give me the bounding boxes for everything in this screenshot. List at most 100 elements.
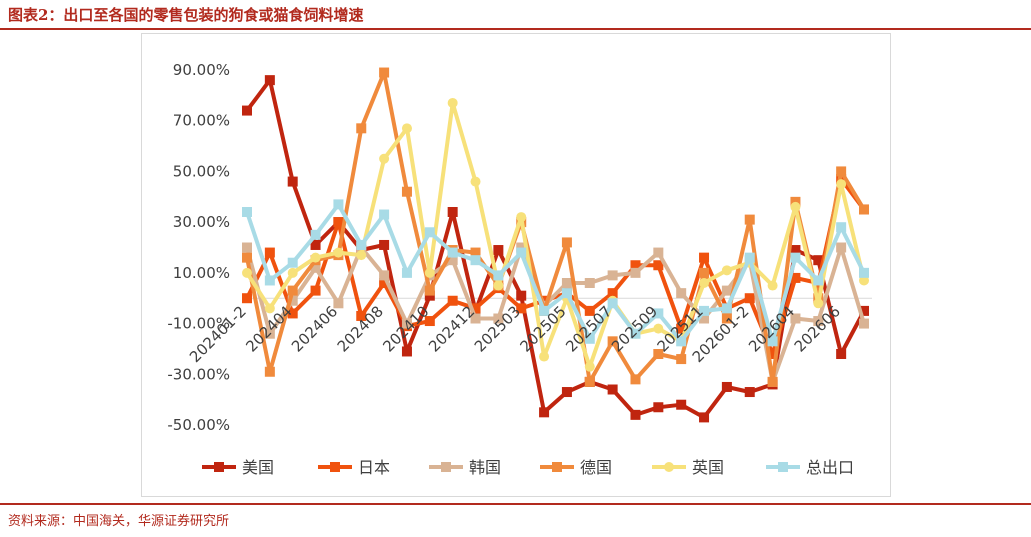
data-point — [379, 239, 390, 250]
data-point — [310, 239, 321, 250]
data-point — [447, 247, 458, 258]
data-point — [242, 207, 252, 217]
data-point — [653, 260, 664, 271]
legend-marker — [664, 462, 674, 472]
data-point — [333, 199, 344, 210]
data-point — [813, 316, 824, 327]
source-note: 资料来源：中国海关，华源证券研究所 — [8, 514, 230, 529]
data-point — [264, 303, 275, 314]
data-point — [310, 262, 321, 273]
data-point — [859, 267, 869, 278]
data-point — [493, 280, 504, 291]
data-point — [630, 409, 641, 420]
data-point — [699, 313, 710, 324]
data-point — [699, 412, 710, 423]
data-point — [676, 336, 687, 347]
data-point — [561, 237, 572, 248]
data-point — [242, 242, 252, 253]
data-point — [516, 290, 527, 301]
data-point — [287, 176, 298, 187]
data-point — [653, 349, 664, 359]
data-point — [493, 313, 504, 324]
top-divider — [0, 28, 1031, 30]
legend-label: 总出口 — [806, 458, 854, 477]
data-point — [790, 313, 801, 324]
data-point — [470, 247, 481, 258]
line-chart: -50.00% -30.00% -10.00% 10.00% 30.00% 50.00% 7… — [167, 61, 872, 477]
data-point — [630, 328, 641, 339]
legend-marker — [778, 462, 788, 472]
data-point — [721, 265, 732, 276]
legend-label: 美国 — [242, 458, 274, 477]
series-line-2 — [245, 245, 866, 384]
x-tick-label: 202412 — [425, 302, 478, 355]
y-tick-label: -30.00% — [167, 365, 230, 383]
data-point — [630, 260, 641, 271]
legend-marker — [552, 462, 562, 472]
data-point — [539, 407, 550, 418]
data-point — [264, 275, 275, 286]
data-point — [287, 267, 298, 278]
data-point — [607, 336, 618, 347]
data-point — [630, 374, 641, 385]
data-point — [379, 67, 390, 78]
data-point — [744, 293, 755, 304]
data-point — [401, 186, 412, 197]
data-point — [790, 196, 801, 207]
data-point — [264, 75, 275, 86]
data-point — [356, 250, 367, 261]
data-point — [607, 288, 618, 299]
data-point — [242, 267, 252, 278]
legend-marker — [441, 462, 451, 472]
data-point — [470, 303, 481, 314]
series-line-5 — [245, 202, 866, 344]
data-point — [836, 179, 847, 190]
data-point — [379, 209, 390, 220]
data-point — [859, 204, 869, 215]
data-point — [356, 239, 367, 250]
data-point — [584, 278, 595, 288]
data-point — [379, 278, 390, 288]
data-point — [767, 280, 778, 291]
data-point — [287, 257, 298, 268]
data-point — [584, 361, 595, 372]
data-point — [767, 349, 778, 359]
data-point — [859, 305, 869, 316]
data-point — [379, 153, 390, 164]
data-point — [744, 214, 755, 225]
data-point — [630, 267, 641, 278]
data-point — [401, 318, 412, 329]
data-point — [790, 252, 801, 263]
data-point — [836, 242, 847, 253]
y-tick-label: 30.00% — [173, 213, 230, 231]
data-point — [470, 255, 481, 266]
data-point — [561, 288, 572, 299]
data-point — [447, 97, 458, 108]
legend-label: 德国 — [580, 458, 612, 477]
data-point — [653, 247, 664, 258]
data-point — [447, 207, 458, 217]
y-tick-label: 70.00% — [173, 112, 230, 130]
legend-label: 韩国 — [469, 458, 501, 477]
data-point — [242, 105, 252, 116]
data-point — [836, 349, 847, 359]
data-point — [653, 402, 664, 413]
data-point — [721, 313, 732, 324]
data-point — [676, 288, 687, 299]
data-point — [607, 298, 618, 309]
data-point — [379, 270, 390, 281]
data-point — [470, 176, 481, 187]
data-point — [676, 354, 687, 365]
data-point — [721, 285, 732, 296]
data-point — [516, 247, 527, 258]
data-point — [699, 305, 710, 316]
data-point — [242, 252, 252, 263]
data-point — [264, 328, 275, 339]
data-point — [516, 303, 527, 314]
page-title: 图表2：出口至各国的零售包装的狗食或猫食饲料增速 — [8, 6, 364, 24]
data-point — [356, 123, 367, 134]
data-point — [561, 278, 572, 288]
data-point — [790, 245, 801, 256]
data-point — [424, 227, 435, 238]
data-point — [653, 308, 664, 319]
